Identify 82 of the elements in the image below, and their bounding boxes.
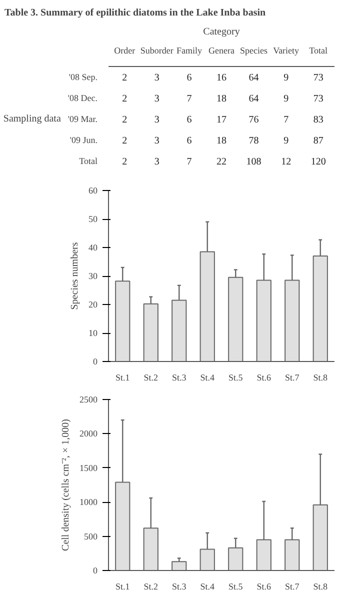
y-tick-label: 10 — [88, 328, 98, 338]
data-label: 12 — [281, 156, 292, 168]
data-label: 18 — [216, 94, 226, 104]
y-tick-label: 0 — [93, 566, 98, 576]
data-label: 108 — [246, 156, 262, 168]
data-label: 2 — [122, 156, 128, 168]
x-tick-label: St.7 — [284, 582, 300, 592]
data-label: 120 — [310, 156, 326, 168]
x-tick-label: Order — [114, 46, 136, 56]
data-label: 3 — [154, 94, 160, 104]
data-label: 2 — [122, 114, 128, 126]
y-tick-label: 0 — [93, 356, 98, 366]
data-label: 2 — [122, 94, 128, 104]
chart-title: Table 3. Summary of epilithic diatoms in the Lake Inba basin — [4, 8, 266, 18]
data-label: 73 — [313, 94, 324, 104]
y-tick-label: '08 Sep. — [68, 72, 98, 82]
y-axis-title: Cell density (cells cm⁻², × 1,000) — [60, 419, 72, 551]
data-label: 18 — [216, 136, 226, 146]
x-tick-label: St.3 — [172, 582, 187, 592]
y-tick-label: 1000 — [80, 497, 98, 508]
x-tick-label: St.4 — [200, 372, 216, 382]
x-tick-label: St.3 — [172, 372, 187, 382]
x-tick-label: Family — [176, 46, 202, 56]
y-tick-label: '08 Dec. — [68, 93, 98, 103]
data-label: 64 — [248, 94, 259, 104]
y-tick-label: 50 — [88, 214, 98, 224]
y-tick-label: Total — [79, 156, 98, 166]
x-tick-label: St.1 — [115, 372, 130, 382]
data-label: 87 — [313, 136, 324, 146]
bar — [172, 561, 187, 570]
data-label: 9 — [284, 72, 289, 84]
y-tick-label: 2500 — [80, 394, 98, 404]
data-label: 76 — [248, 114, 259, 126]
data-label: 7 — [186, 94, 192, 104]
data-label: 73 — [313, 72, 324, 84]
x-tick-label: Species — [240, 46, 268, 56]
x-tick-label: St.2 — [144, 582, 158, 592]
data-label: 2 — [122, 72, 128, 84]
data-label: 7 — [186, 156, 192, 168]
data-label: 7 — [284, 114, 289, 126]
y-tick-label: 40 — [88, 242, 98, 252]
data-label: 3 — [154, 114, 160, 126]
data-label: 6 — [186, 72, 192, 84]
data-label: 2 — [122, 136, 128, 146]
data-label: 9 — [284, 94, 289, 104]
data-label: 17 — [216, 114, 226, 126]
x-axis-title: Category — [203, 26, 240, 38]
y-tick-label: 30 — [88, 271, 98, 281]
x-tick-label: St.6 — [256, 372, 272, 382]
data-label: 3 — [154, 136, 160, 146]
x-tick-label: St.5 — [228, 582, 244, 592]
x-tick-label: St.2 — [144, 372, 158, 382]
data-label: 78 — [248, 136, 259, 146]
data-label: 9 — [284, 136, 289, 146]
x-tick-label: St.1 — [115, 582, 130, 592]
y-tick-label: 2000 — [80, 428, 98, 439]
x-tick-label: Suborder — [140, 46, 174, 56]
x-tick-label: St.8 — [313, 582, 328, 592]
x-tick-label: St.4 — [200, 582, 216, 592]
data-label: 83 — [313, 114, 324, 126]
x-tick-label: Variety — [273, 46, 300, 56]
y-axis-title: Species numbers — [70, 242, 80, 310]
y-tick-label: 20 — [88, 300, 98, 310]
data-label: 22 — [216, 156, 226, 168]
x-tick-label: Genera — [208, 46, 234, 56]
y-tick-label: 60 — [88, 186, 98, 196]
data-label: 6 — [186, 114, 192, 126]
y-tick-label: 1500 — [80, 462, 98, 473]
x-tick-label: Total — [309, 46, 328, 56]
y-tick-label: '09 Jun. — [70, 135, 98, 145]
x-tick-label: St.6 — [256, 582, 272, 592]
data-label: 16 — [216, 72, 226, 84]
x-tick-label: St.7 — [284, 372, 300, 382]
y-tick-label: 500 — [84, 531, 98, 542]
data-label: 64 — [248, 72, 259, 84]
y-tick-label: '09 Mar. — [68, 114, 98, 124]
data-label: 3 — [154, 72, 160, 84]
x-tick-label: St.8 — [313, 372, 328, 382]
data-label: 3 — [154, 156, 160, 168]
y-axis-title: Sampling data — [3, 114, 62, 124]
data-label: 6 — [186, 136, 192, 146]
x-tick-label: St.5 — [228, 372, 244, 382]
